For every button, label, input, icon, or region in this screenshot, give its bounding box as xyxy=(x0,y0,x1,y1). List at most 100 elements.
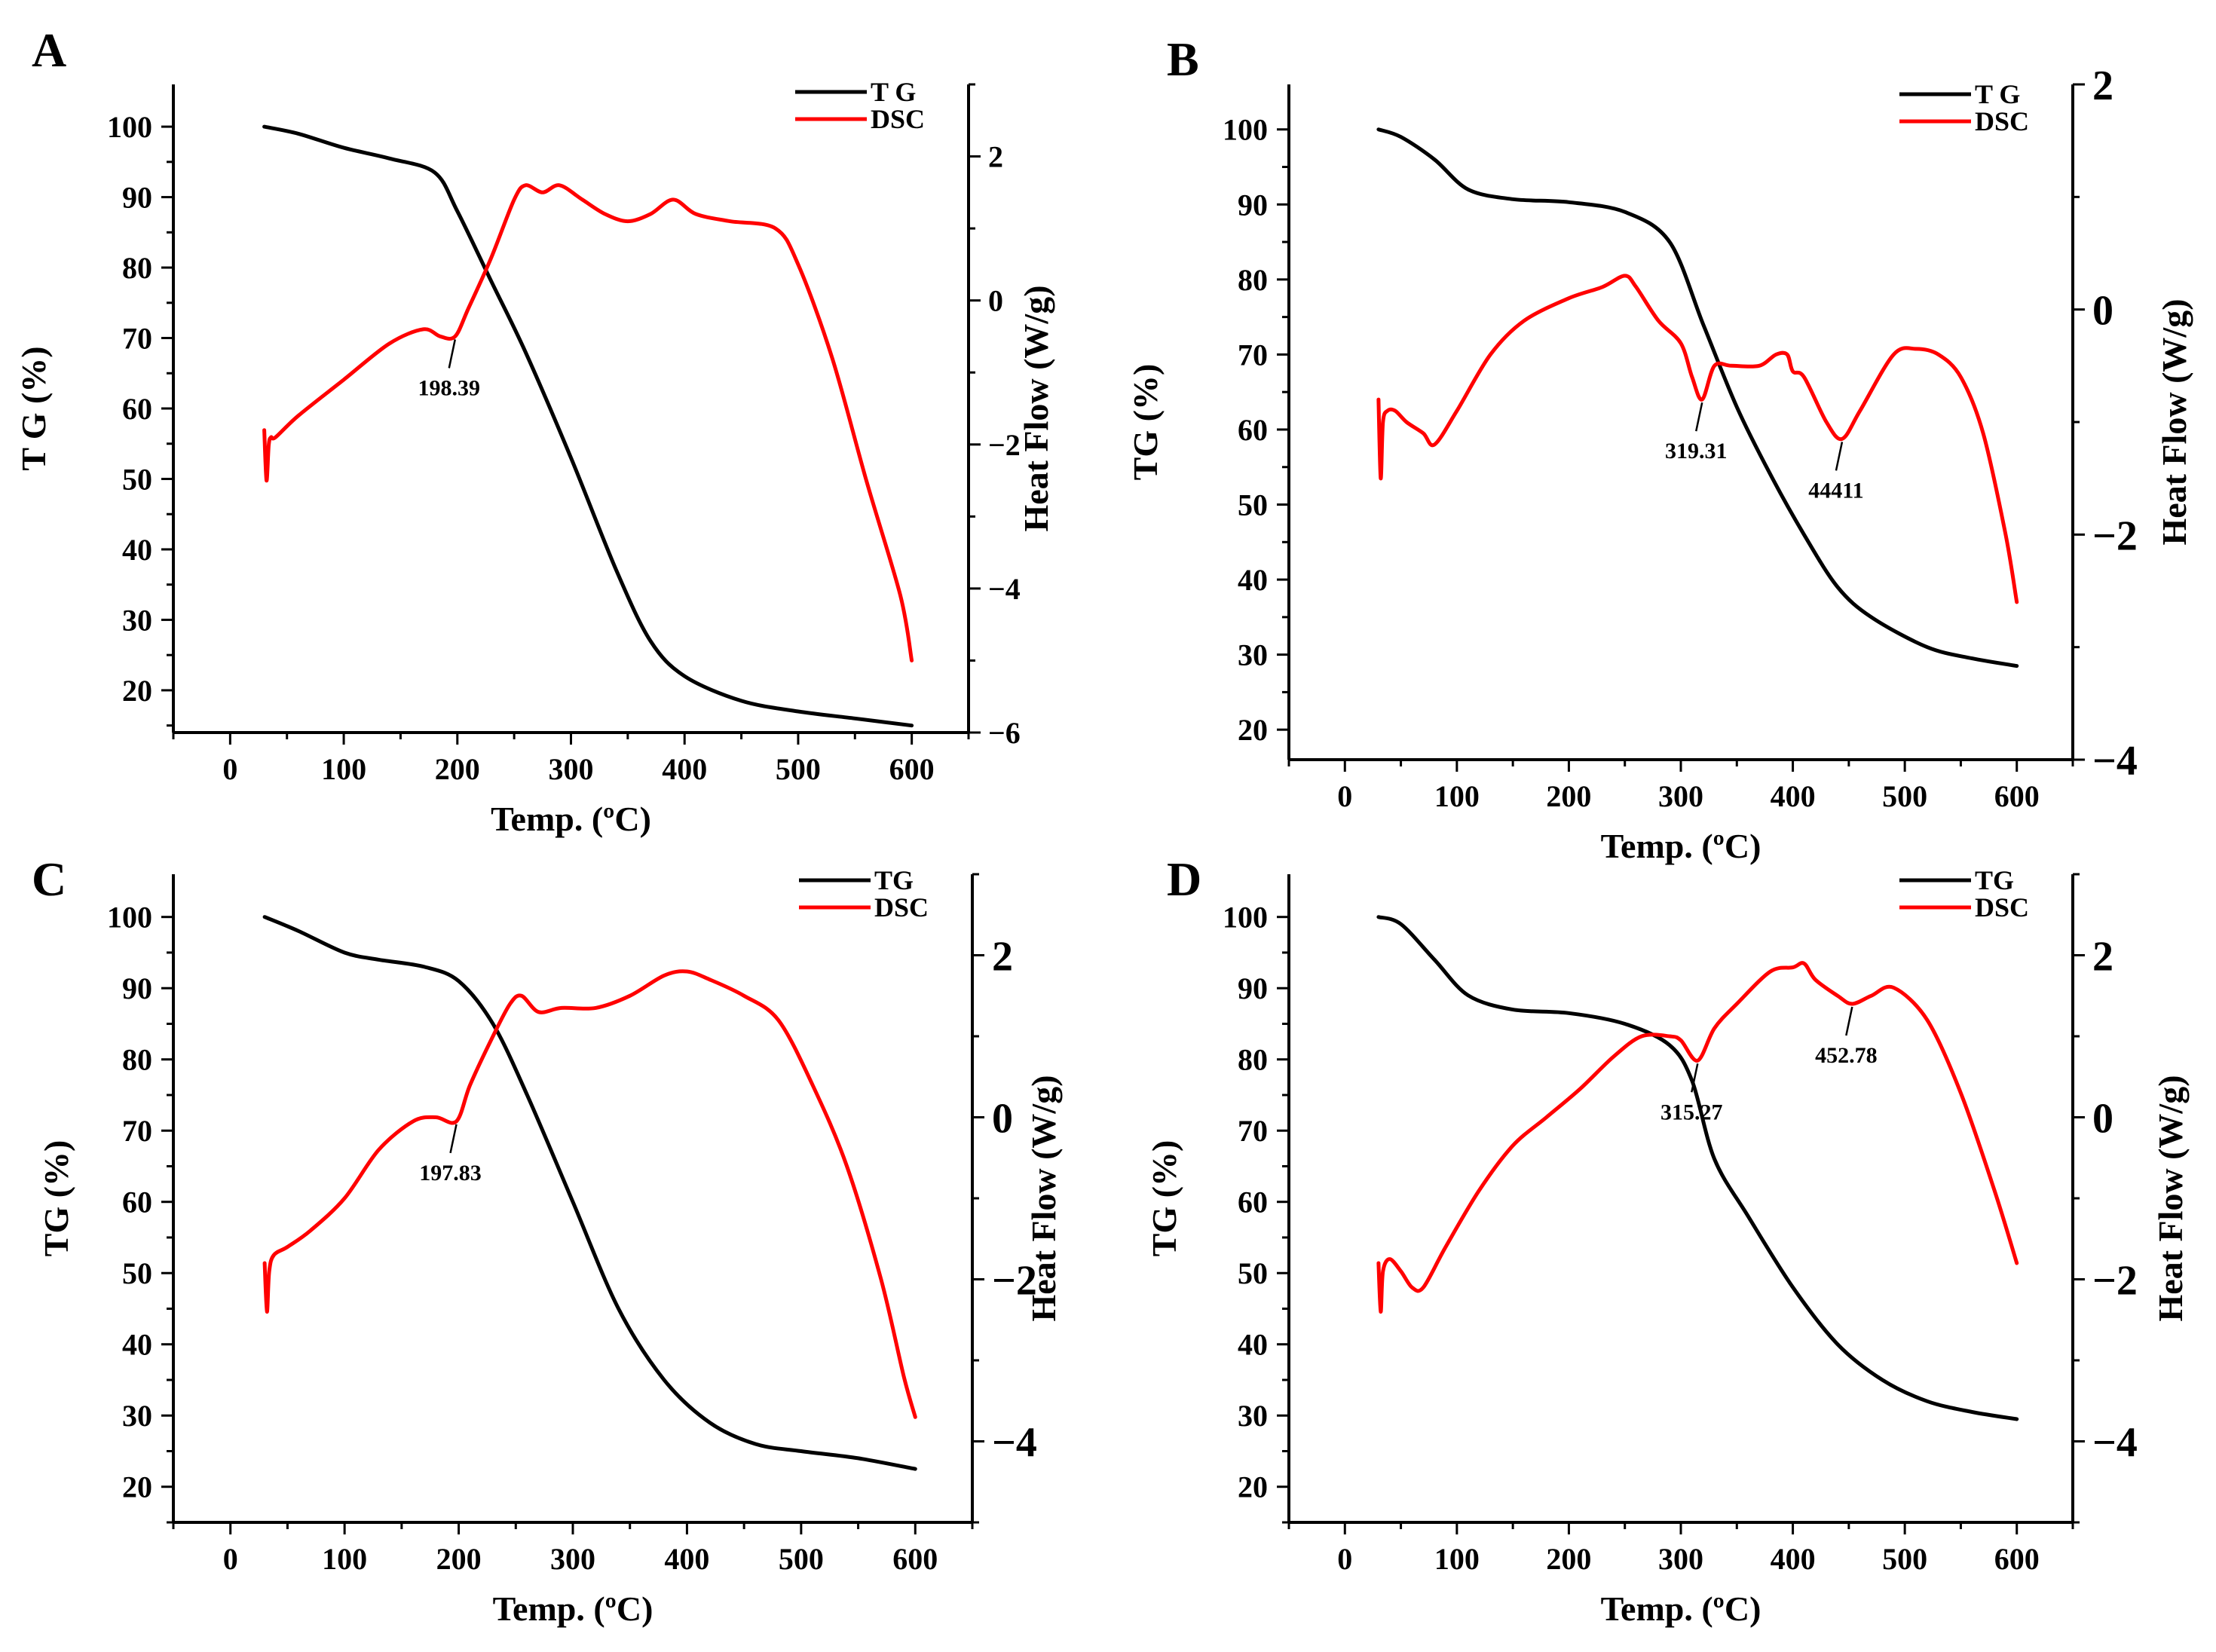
legend-label: TG xyxy=(1975,865,2014,895)
x-tick-label: 300 xyxy=(549,752,594,786)
x-axis-title: Temp. (ºC) xyxy=(493,1589,653,1628)
x-tick-label: 100 xyxy=(1434,1542,1480,1576)
y-left-tick-label: 40 xyxy=(122,533,152,567)
y-left-tick-label: 50 xyxy=(1238,1256,1268,1290)
annotation-leader xyxy=(1691,1063,1699,1093)
x-tick-label: 100 xyxy=(321,752,366,786)
y-left-tick-label: 100 xyxy=(1223,113,1268,147)
panel-a: A0 100 200 300 400 500 60020304050607080901002… xyxy=(14,23,1055,838)
panel-d: D0 100 200 300 400 500 60020304050607080901002… xyxy=(1145,852,2190,1628)
x-tick-label: 500 xyxy=(1882,1542,1927,1576)
x-tick-label: 200 xyxy=(1546,779,1591,813)
y-left-tick-label: 90 xyxy=(122,181,152,215)
legend-label: T G xyxy=(871,77,916,107)
x-tick-label: 200 xyxy=(435,752,480,786)
y-left-tick-label: 30 xyxy=(122,1399,152,1433)
annotation-leader xyxy=(1845,1006,1853,1036)
y-right-axis-title: Heat Flow (W/g) xyxy=(1017,285,1055,531)
annotation-label: 197.83 xyxy=(419,1161,482,1185)
y-right-tick-label: −4 xyxy=(992,1420,1037,1467)
series-line-tg xyxy=(1376,127,2019,668)
x-tick-label: 100 xyxy=(322,1542,367,1576)
legend-label: DSC xyxy=(871,104,925,134)
y-right-tick-label: 2 xyxy=(2092,934,2113,980)
panel-b: B0 100 200 300 400 500 60020304050607080901002… xyxy=(1126,32,2193,865)
x-axis-title: Temp. (ºC) xyxy=(491,800,651,838)
y-left-tick-label: 60 xyxy=(122,1185,152,1219)
y-right-tick-label: −4 xyxy=(2092,738,2138,785)
y-left-tick-label: 100 xyxy=(107,110,152,144)
x-tick-label: 200 xyxy=(436,1542,482,1576)
y-right-tick-label: −2 xyxy=(2092,1258,2138,1305)
y-left-tick-label: 20 xyxy=(1238,713,1268,747)
y-left-tick-label: 30 xyxy=(1238,638,1268,672)
legend-label: DSC xyxy=(1975,892,2029,922)
y-left-tick-label: 80 xyxy=(1238,1043,1268,1077)
annotation-leader xyxy=(1835,442,1844,471)
x-tick-label: 200 xyxy=(1546,1542,1591,1576)
y-left-tick-label: 40 xyxy=(122,1328,152,1362)
legend-label: DSC xyxy=(874,892,929,922)
x-tick-label: 500 xyxy=(779,1542,824,1576)
y-left-axis-title: TG (%) xyxy=(1126,364,1165,481)
y-left-axis-title: TG (%) xyxy=(37,1140,75,1257)
x-tick-label: 0 xyxy=(1337,1542,1352,1576)
y-right-tick-label: 0 xyxy=(992,1096,1013,1143)
x-tick-label: 600 xyxy=(1994,779,2040,813)
y-right-tick-label: −4 xyxy=(988,572,1021,606)
annotation-leader xyxy=(448,339,456,369)
y-left-tick-label: 50 xyxy=(122,462,152,496)
x-tick-label: 400 xyxy=(664,1542,709,1576)
x-tick-label: 400 xyxy=(662,752,707,786)
x-tick-label: 300 xyxy=(550,1542,595,1576)
y-left-tick-label: 30 xyxy=(122,603,152,637)
y-left-tick-label: 90 xyxy=(1238,188,1268,222)
y-right-tick-label: 2 xyxy=(2092,63,2113,109)
y-left-tick-label: 50 xyxy=(1238,488,1268,522)
y-left-tick-label: 20 xyxy=(1238,1470,1268,1504)
y-left-tick-label: 40 xyxy=(1238,563,1268,597)
x-tick-label: 300 xyxy=(1658,1542,1703,1576)
annotation-label: 44411 xyxy=(1808,478,1863,503)
y-right-axis-title: Heat Flow (W/g) xyxy=(1024,1075,1063,1321)
x-tick-label: 600 xyxy=(1994,1542,2040,1576)
annotation-label: 315.27 xyxy=(1660,1100,1723,1124)
x-tick-label: 300 xyxy=(1658,779,1703,813)
x-tick-label: 100 xyxy=(1434,779,1480,813)
y-left-axis-title: T G (%) xyxy=(14,346,53,470)
series-line-dsc xyxy=(1376,274,2019,604)
legend-label: TG xyxy=(874,865,914,895)
x-tick-label: 400 xyxy=(1771,779,1816,813)
legend-label: DSC xyxy=(1975,106,2029,136)
series-line-dsc xyxy=(262,969,917,1419)
x-tick-label: 500 xyxy=(776,752,821,786)
annotation-label: 319.31 xyxy=(1665,439,1728,463)
y-left-tick-label: 70 xyxy=(1238,338,1268,372)
x-axis-title: Temp. (ºC) xyxy=(1601,1589,1761,1628)
y-right-tick-label: −6 xyxy=(988,716,1021,750)
y-left-tick-label: 80 xyxy=(122,1043,152,1077)
y-right-axis-title: Heat Flow (W/g) xyxy=(2151,1075,2190,1321)
series-line-dsc xyxy=(1376,961,2019,1314)
y-left-tick-label: 80 xyxy=(122,251,152,285)
y-right-tick-label: 0 xyxy=(988,284,1003,318)
x-tick-label: 500 xyxy=(1882,779,1927,813)
y-left-tick-label: 70 xyxy=(1238,1114,1268,1148)
series-line-tg xyxy=(262,915,917,1471)
y-right-tick-label: 2 xyxy=(988,140,1003,174)
series-line-tg xyxy=(1376,915,2019,1421)
annotation-label: 452.78 xyxy=(1815,1043,1878,1068)
x-tick-label: 0 xyxy=(223,1542,238,1576)
y-left-tick-label: 20 xyxy=(122,674,152,708)
y-left-tick-label: 100 xyxy=(107,901,152,935)
panel-c: C0 100 200 300 400 500 60020304050607080901002… xyxy=(32,852,1063,1628)
y-right-axis-title: Heat Flow (W/g) xyxy=(2155,298,2193,545)
panel-label: B xyxy=(1167,32,1199,86)
y-right-tick-label: −4 xyxy=(2092,1420,2138,1467)
y-left-tick-label: 80 xyxy=(1238,263,1268,297)
panel-label: C xyxy=(32,852,66,906)
legend-label: T G xyxy=(1975,79,2020,109)
y-left-tick-label: 30 xyxy=(1238,1399,1268,1433)
y-left-tick-label: 50 xyxy=(122,1256,152,1290)
